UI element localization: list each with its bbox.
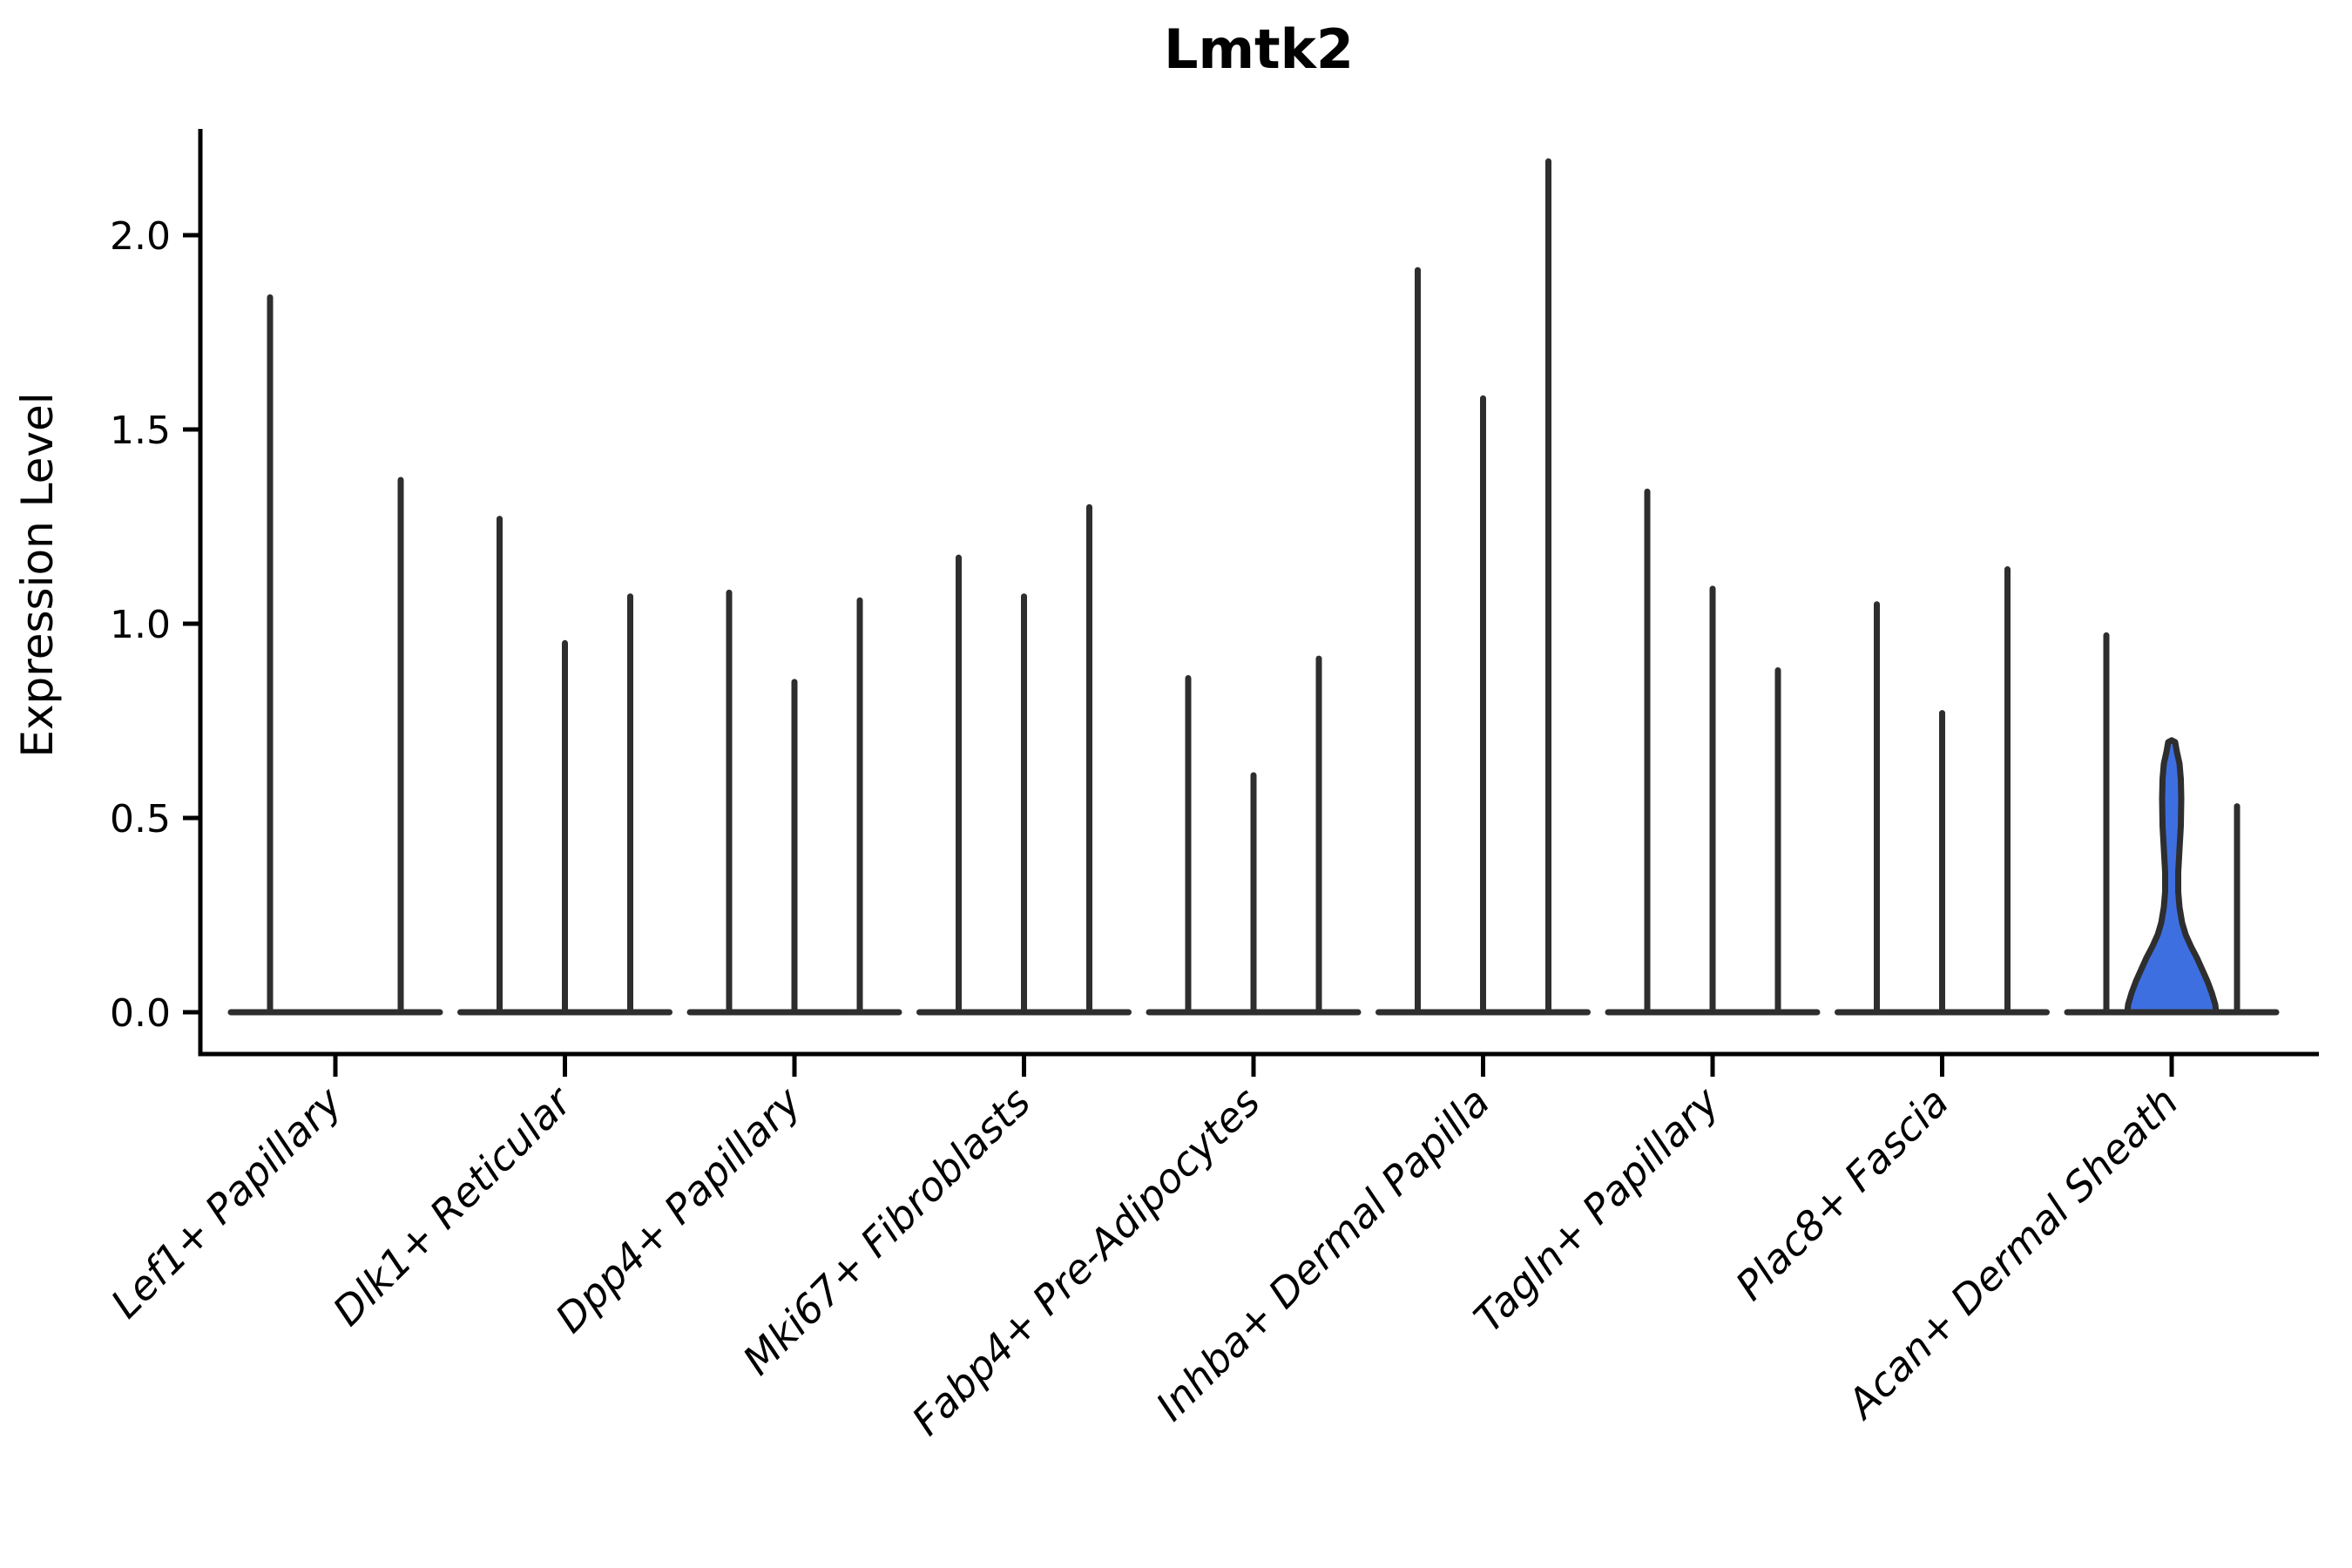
y-tick-label: 0.0: [110, 991, 171, 1036]
y-axis-label: Expression Level: [12, 392, 63, 757]
x-category-label: Tagln+ Papillary: [1464, 1078, 1728, 1342]
x-category-label: Dlk1+ Reticular: [324, 1076, 583, 1335]
chart-title: Lmtk2: [1164, 17, 1354, 81]
highlighted-violin: [2124, 737, 2220, 1016]
x-category-label: Dpp4+ Papillary: [546, 1078, 810, 1342]
x-category-label: Plac8+ Fascia: [1727, 1078, 1957, 1309]
x-category-label: Lef1+ Papillary: [102, 1078, 351, 1327]
y-tick-label: 1.5: [110, 409, 171, 453]
y-tick-label: 0.5: [110, 797, 171, 841]
y-tick-label: 2.0: [110, 214, 171, 259]
y-tick-label: 1.0: [110, 603, 171, 647]
